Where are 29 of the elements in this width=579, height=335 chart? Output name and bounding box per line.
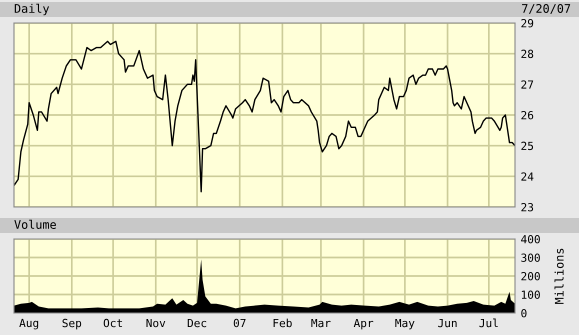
x-tick-label: Jun bbox=[438, 318, 457, 328]
y-tick-label: 100 bbox=[522, 290, 540, 299]
x-tick-label: Apr bbox=[354, 318, 374, 330]
y-tick-label: 300 bbox=[521, 254, 540, 262]
y-tick-label: 400 bbox=[521, 235, 540, 244]
y-tick-label: 25 bbox=[521, 142, 534, 150]
x-tick-label: 07 bbox=[234, 318, 246, 328]
x-tick-label: Dec bbox=[188, 318, 206, 328]
y-tick-label: 200 bbox=[521, 272, 540, 280]
chart-title: Daily bbox=[14, 4, 50, 16]
y-tick-label: 0 bbox=[521, 309, 527, 318]
x-tick-label: Oct bbox=[104, 318, 122, 328]
text: 7/20/07 bbox=[522, 4, 570, 14]
y-tick-label: 24 bbox=[521, 172, 534, 181]
y-tick-label: 27 bbox=[521, 80, 534, 89]
chart-title: Volume bbox=[14, 220, 56, 229]
x-tick-label: Jul bbox=[479, 318, 498, 328]
x-tick-label: Sep bbox=[62, 318, 82, 330]
x-tick-label: Mar bbox=[311, 318, 331, 328]
y-tick-label: 29 bbox=[521, 19, 534, 28]
x-tick-label: Nov bbox=[146, 318, 166, 328]
y-tick-label: 28 bbox=[521, 50, 534, 58]
y-axis-title: Millions bbox=[554, 248, 564, 304]
x-tick-label: May bbox=[395, 318, 414, 330]
y-tick-label: 26 bbox=[521, 111, 534, 120]
x-tick-label: Feb bbox=[274, 318, 292, 328]
y-tick-label: 23 bbox=[521, 203, 534, 212]
line-series bbox=[14, 40, 515, 192]
x-tick-label: Aug bbox=[19, 318, 38, 330]
